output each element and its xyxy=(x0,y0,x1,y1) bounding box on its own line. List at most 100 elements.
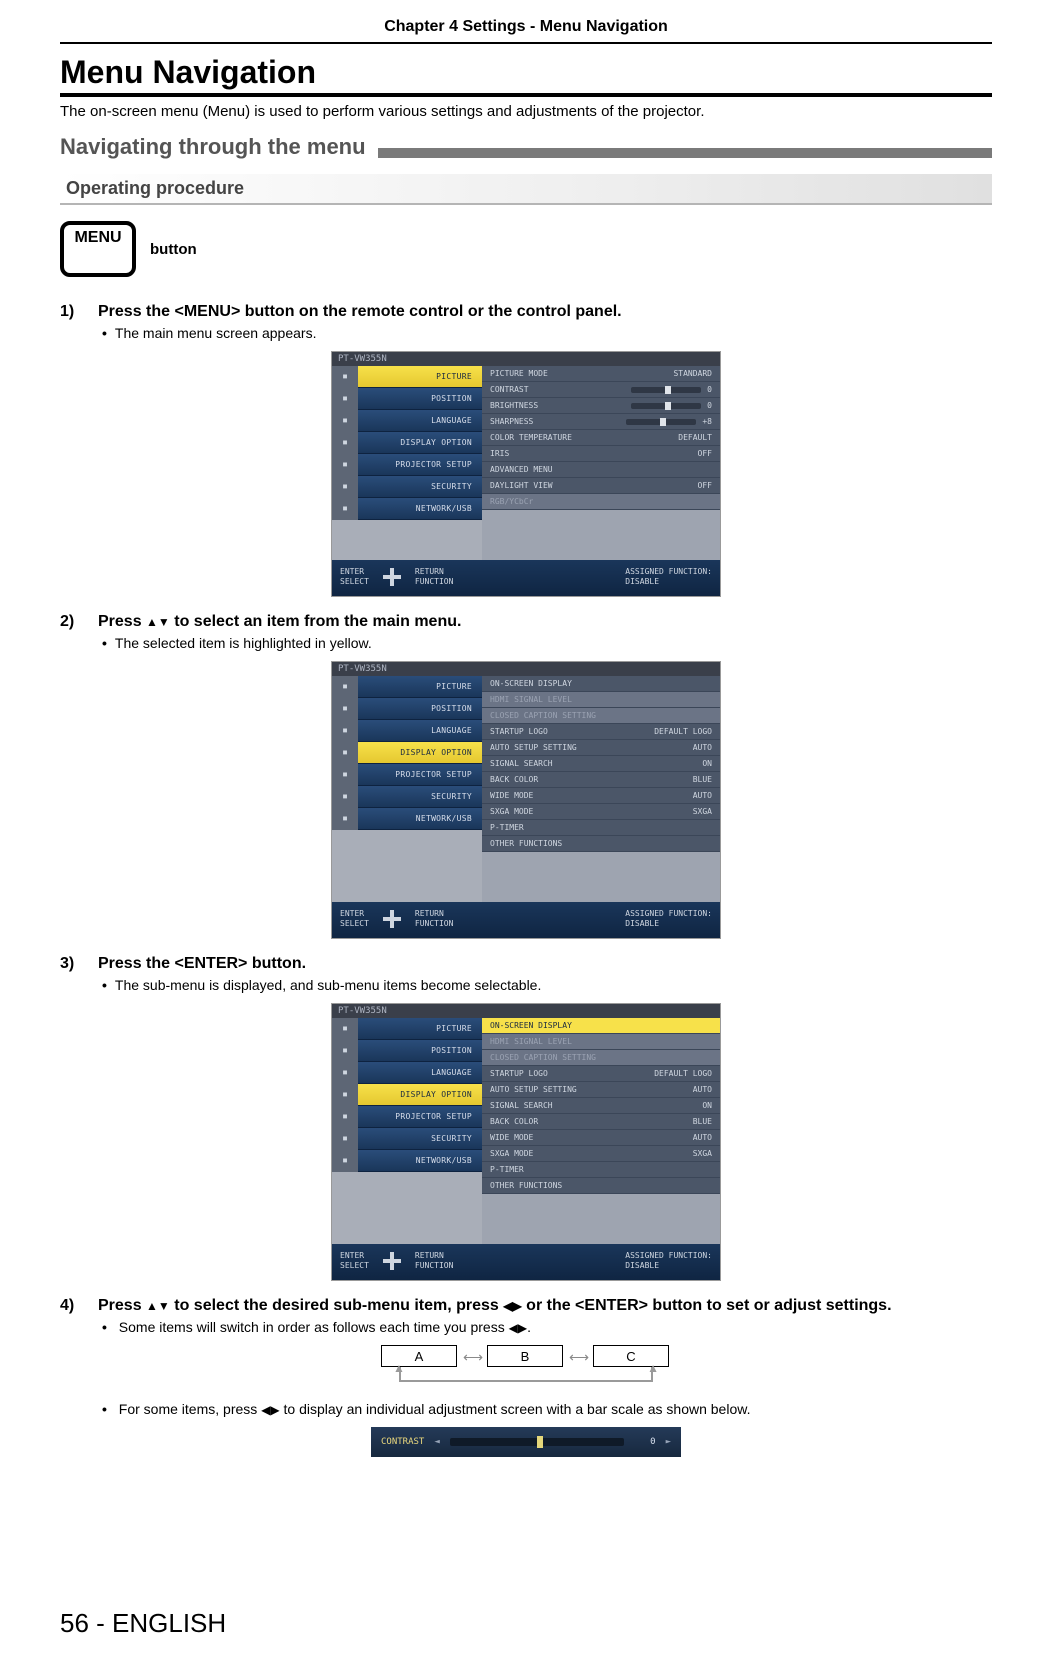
osd-sidebar: ▪ PICTURE ▪ POSITION ▪ LANGUAGE ▪ DISPLA… xyxy=(332,676,482,902)
osd-side-item: ▪ DISPLAY OPTION xyxy=(332,432,482,454)
step-num: 2) xyxy=(60,613,80,631)
step-2: 2) Press ▲▼ to select an item from the m… xyxy=(60,613,992,651)
osd-right-row: RGB/YCbCr xyxy=(482,494,720,510)
osd-side-label: POSITION xyxy=(358,704,482,713)
osd-side-item: ▪ SECURITY xyxy=(332,476,482,498)
osd-right-row: CONTRAST0 xyxy=(482,382,720,398)
osd-side-icon: ▪ xyxy=(332,476,358,498)
osd-right-row: SHARPNESS+8 xyxy=(482,414,720,430)
osd-side-icon: ▪ xyxy=(332,698,358,720)
leftright-icon: ◀▶ xyxy=(261,1403,279,1417)
osd-side-item: ▪ SECURITY xyxy=(332,1128,482,1150)
right-arrow-icon: ► xyxy=(666,1437,671,1447)
leftright-icon: ◀▶ xyxy=(509,1321,527,1335)
step-3: 3) Press the <ENTER> button. The sub-men… xyxy=(60,955,992,993)
chapter-header: Chapter 4 Settings - Menu Navigation xyxy=(60,0,992,44)
osd-side-label: LANGUAGE xyxy=(358,726,482,735)
osd-side-item: ▪ NETWORK/USB xyxy=(332,808,482,830)
osd-side-item: ▪ LANGUAGE xyxy=(332,1062,482,1084)
osd-side-icon: ▪ xyxy=(332,808,358,830)
osd-side-label: PROJECTOR SETUP xyxy=(358,460,482,469)
osd-right-row: PICTURE MODESTANDARD xyxy=(482,366,720,382)
osd-side-label: SECURITY xyxy=(358,792,482,801)
osd-right-row: STARTUP LOGODEFAULT LOGO xyxy=(482,1066,720,1082)
osd-side-label: NETWORK/USB xyxy=(358,504,482,513)
figure-1: PT-VW355N ▪ PICTURE ▪ POSITION ▪ LANGUAG… xyxy=(60,351,992,597)
osd-side-label: PROJECTOR SETUP xyxy=(358,1112,482,1121)
osd-side-item: ▪ LANGUAGE xyxy=(332,410,482,432)
osd-side-label: PROJECTOR SETUP xyxy=(358,770,482,779)
left-arrow-icon: ◄ xyxy=(434,1437,439,1447)
osd-right-row: AUTO SETUP SETTINGAUTO xyxy=(482,740,720,756)
osd-side-label: LANGUAGE xyxy=(358,416,482,425)
osd-side-label: LANGUAGE xyxy=(358,1068,482,1077)
osd-right-row: AUTO SETUP SETTINGAUTO xyxy=(482,1082,720,1098)
step-bullet-2: For some items, press ◀▶ to display an i… xyxy=(102,1401,992,1417)
dpad-icon xyxy=(381,566,403,588)
step-bullet: The sub-menu is displayed, and sub-menu … xyxy=(102,977,992,993)
osd-right-row: OTHER FUNCTIONS xyxy=(482,836,720,852)
dpad-icon xyxy=(381,908,403,930)
osd-side-label: POSITION xyxy=(358,394,482,403)
osd-right-row: SIGNAL SEARCHON xyxy=(482,1098,720,1114)
osd-right-row: CLOSED CAPTION SETTING xyxy=(482,708,720,724)
cycle-return-arrow: ▲▲ xyxy=(389,1375,663,1387)
updown-icon: ▲▼ xyxy=(146,615,170,629)
contrast-value: 0 xyxy=(634,1437,656,1447)
contrast-track xyxy=(450,1438,624,1446)
osd-model: PT-VW355N xyxy=(332,662,720,676)
intro-text: The on-screen menu (Menu) is used to per… xyxy=(60,103,992,120)
cycle-diagram: A ⟷ B ⟷ C ▲▲ xyxy=(60,1345,992,1393)
osd-side-icon: ▪ xyxy=(332,388,358,410)
osd-side-label: SECURITY xyxy=(358,1134,482,1143)
osd-side-label: PICTURE xyxy=(358,1024,482,1033)
osd-right-row: BACK COLORBLUE xyxy=(482,1114,720,1130)
step-num: 3) xyxy=(60,955,80,973)
osd-side-item: ▪ NETWORK/USB xyxy=(332,498,482,520)
osd-panel: PICTURE MODESTANDARDCONTRAST0BRIGHTNESS0… xyxy=(482,366,720,560)
osd-right-row: HDMI SIGNAL LEVEL xyxy=(482,692,720,708)
osd-side-item: ▪ LANGUAGE xyxy=(332,720,482,742)
osd-right-row: WIDE MODEAUTO xyxy=(482,788,720,804)
osd-side-icon: ▪ xyxy=(332,1128,358,1150)
osd-side-label: NETWORK/USB xyxy=(358,1156,482,1165)
section-h3: Operating procedure xyxy=(60,174,992,205)
osd-side-icon: ▪ xyxy=(332,366,358,388)
osd-side-icon: ▪ xyxy=(332,454,358,476)
step-text: Press the <ENTER> button. xyxy=(98,955,306,973)
osd-right-row: BRIGHTNESS0 xyxy=(482,398,720,414)
osd-right-row: STARTUP LOGODEFAULT LOGO xyxy=(482,724,720,740)
step-bullet: The selected item is highlighted in yell… xyxy=(102,635,992,651)
page-title: Menu Navigation xyxy=(60,54,992,97)
osd-side-icon: ▪ xyxy=(332,720,358,742)
osd-side-icon: ▪ xyxy=(332,1062,358,1084)
menu-button-icon: MENU xyxy=(60,221,136,277)
menu-button-label: button xyxy=(150,241,197,258)
step-bullet-1: Some items will switch in order as follo… xyxy=(102,1319,992,1335)
osd-side-icon: ▪ xyxy=(332,410,358,432)
osd-footer: ENTERSELECT RETURNFUNCTION ASSIGNED FUNC… xyxy=(332,1244,720,1280)
osd-footer: ENTERSELECT RETURNFUNCTION ASSIGNED FUNC… xyxy=(332,560,720,596)
osd-side-item: ▪ DISPLAY OPTION xyxy=(332,742,482,764)
step-text: Press the <MENU> button on the remote co… xyxy=(98,303,622,321)
figure-2: PT-VW355N ▪ PICTURE ▪ POSITION ▪ LANGUAG… xyxy=(60,661,992,939)
osd-side-icon: ▪ xyxy=(332,1106,358,1128)
osd-side-label: POSITION xyxy=(358,1046,482,1055)
osd-panel: ON-SCREEN DISPLAYHDMI SIGNAL LEVELCLOSED… xyxy=(482,676,720,902)
osd-sidebar: ▪ PICTURE ▪ POSITION ▪ LANGUAGE ▪ DISPLA… xyxy=(332,1018,482,1244)
osd-side-label: DISPLAY OPTION xyxy=(358,748,482,757)
osd-side-item: ▪ POSITION xyxy=(332,698,482,720)
section-h2-wrap: Navigating through the menu xyxy=(60,134,992,160)
cycle-arrow-icon: ⟷ xyxy=(569,1349,589,1366)
figure-3: PT-VW355N ▪ PICTURE ▪ POSITION ▪ LANGUAG… xyxy=(60,1003,992,1281)
osd-right-row: ADVANCED MENU xyxy=(482,462,720,478)
osd-side-label: PICTURE xyxy=(358,372,482,381)
step-4: 4) Press ▲▼ to select the desired sub-me… xyxy=(60,1297,992,1335)
contrast-label: CONTRAST xyxy=(381,1437,424,1447)
osd-side-item: ▪ PICTURE xyxy=(332,676,482,698)
osd-right-row: P-TIMER xyxy=(482,820,720,836)
osd-side-item: ▪ POSITION xyxy=(332,388,482,410)
step-bullet: The main menu screen appears. xyxy=(102,325,992,341)
osd-side-item: ▪ SECURITY xyxy=(332,786,482,808)
osd-right-row: WIDE MODEAUTO xyxy=(482,1130,720,1146)
